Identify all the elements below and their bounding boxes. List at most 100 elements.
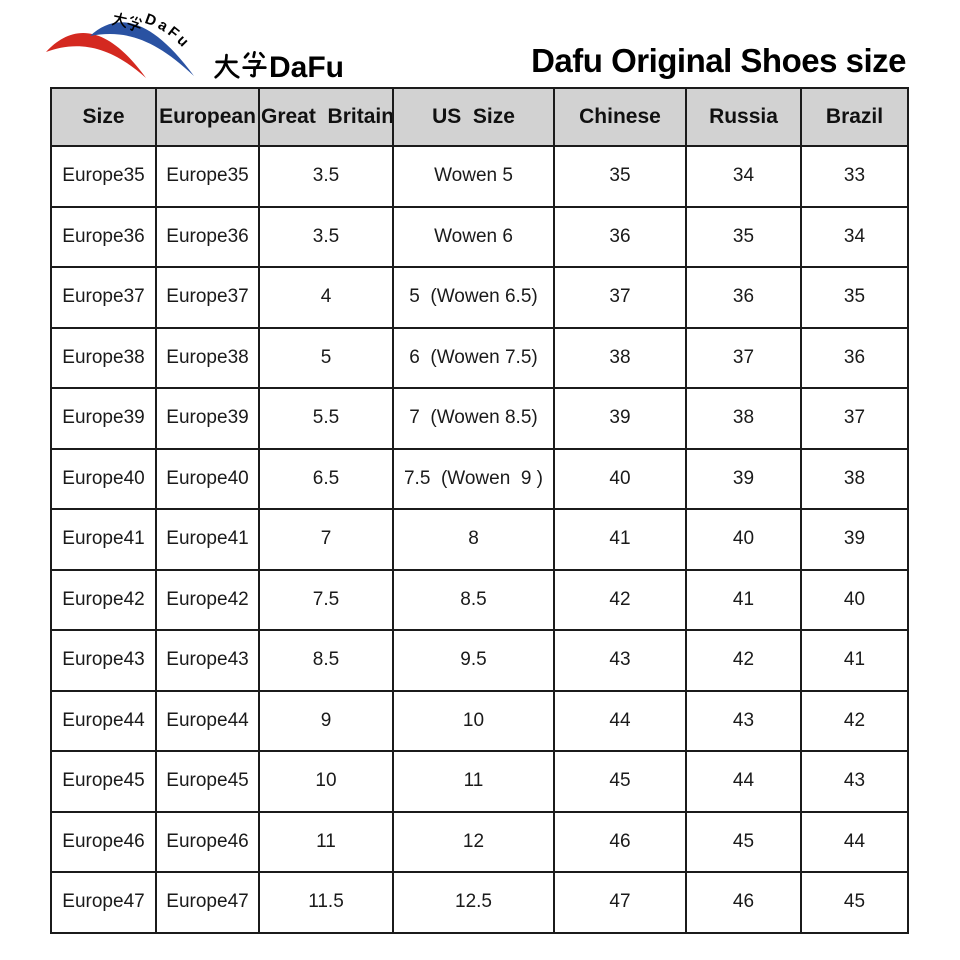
table-cell: 38 — [800, 447, 909, 510]
table-cell: 42 — [553, 568, 687, 631]
table-cell: 8.5 — [258, 629, 394, 692]
table-cell: Europe44 — [50, 689, 157, 752]
table-cell: Europe38 — [50, 326, 157, 389]
table-cell: 9 — [258, 689, 394, 752]
table-cell: 12 — [392, 810, 555, 873]
table-cell: Europe40 — [155, 447, 260, 510]
table-cell: 40 — [685, 508, 802, 571]
table-cell: 41 — [553, 508, 687, 571]
table-cell: 36 — [685, 266, 802, 329]
table-row: Europe35 Europe35 3.5 Wowen 5 35 34 33 — [50, 145, 909, 208]
table-cell: Europe41 — [155, 508, 260, 571]
table-row: Europe42 Europe42 7.5 8.5 42 41 40 — [50, 568, 909, 631]
table-cell: Europe37 — [50, 266, 157, 329]
table-cell: 36 — [800, 326, 909, 389]
dafu-logo: DaFu — [46, 10, 194, 78]
table-cell: 46 — [553, 810, 687, 873]
table-row: Europe47 Europe47 11.5 12.5 47 46 45 — [50, 871, 909, 934]
table-cell: 11.5 — [258, 871, 394, 934]
table-cell: Europe37 — [155, 266, 260, 329]
table-cell: 7.5 — [258, 568, 394, 631]
table-row: Europe44 Europe44 9 10 44 43 42 — [50, 689, 909, 752]
table-cell: 34 — [800, 205, 909, 268]
table-cell: 43 — [800, 750, 909, 813]
column-header-1: Size — [50, 87, 157, 147]
table-cell: 44 — [553, 689, 687, 752]
size-table: Size European Great Britain US Size Chinese R… — [50, 87, 909, 934]
table-cell: Wowen 5 — [392, 145, 555, 208]
table-cell: 35 — [800, 266, 909, 329]
table-cell: Europe47 — [155, 871, 260, 934]
table-cell: Europe38 — [155, 326, 260, 389]
table-cell: 9.5 — [392, 629, 555, 692]
table-cell: 6.5 — [258, 447, 394, 510]
table-cell: 37 — [553, 266, 687, 329]
table-cell: Europe35 — [50, 145, 157, 208]
table-cell: Europe44 — [155, 689, 260, 752]
table-row: Europe40 Europe40 6.5 7.5 (Wowen 9 ) 40 39 38 — [50, 447, 909, 510]
table-cell: 39 — [553, 387, 687, 450]
table-cell: 7 — [258, 508, 394, 571]
table-header: Size European Great Britain US Size Chinese R… — [50, 87, 909, 147]
table-cell: 33 — [800, 145, 909, 208]
table-cell: 10 — [392, 689, 555, 752]
table-cell: 3.5 — [258, 205, 394, 268]
brand-char-fu — [242, 50, 267, 78]
table-cell: 34 — [685, 145, 802, 208]
table-cell: 36 — [553, 205, 687, 268]
table-cell: Europe45 — [50, 750, 157, 813]
table-cell: 7 (Wowen 8.5) — [392, 387, 555, 450]
table-cell: 47 — [553, 871, 687, 934]
brand-latin-text: DaFu — [269, 51, 344, 84]
table-row: Europe37 Europe37 4 5 (Wowen 6.5) 37 36 35 — [50, 266, 909, 329]
table-cell: 35 — [553, 145, 687, 208]
table-cell: 11 — [258, 810, 394, 873]
table-cell: 8 — [392, 508, 555, 571]
column-header-2: European — [155, 87, 260, 147]
table-body: Europe35 Europe35 3.5 Wowen 5 35 34 33 Europe36… — [50, 145, 909, 934]
table-cell: 39 — [685, 447, 802, 510]
logo-swoosh-blue — [90, 22, 194, 77]
table-cell: Europe35 — [155, 145, 260, 208]
table-cell: Europe36 — [50, 205, 157, 268]
table-cell: 10 — [258, 750, 394, 813]
table-cell: 41 — [800, 629, 909, 692]
table-cell: Europe40 — [50, 447, 157, 510]
table-row: Europe46 Europe46 11 12 46 45 44 — [50, 810, 909, 873]
table-cell: 6 (Wowen 7.5) — [392, 326, 555, 389]
column-header-6: Russia — [685, 87, 802, 147]
table-cell: Wowen 6 — [392, 205, 555, 268]
table-cell: 8.5 — [392, 568, 555, 631]
table-row: Europe43 Europe43 8.5 9.5 43 42 41 — [50, 629, 909, 692]
column-header-7: Brazil — [800, 87, 909, 147]
table-cell: 44 — [685, 750, 802, 813]
table-cell: Europe36 — [155, 205, 260, 268]
table-cell: 37 — [685, 326, 802, 389]
table-row: Europe39 Europe39 5.5 7 (Wowen 8.5) 39 38 37 — [50, 387, 909, 450]
table-cell: 40 — [800, 568, 909, 631]
table-cell: 44 — [800, 810, 909, 873]
table-cell: 39 — [800, 508, 909, 571]
table-cell: 7.5 (Wowen 9 ) — [392, 447, 555, 510]
table-cell: Europe39 — [155, 387, 260, 450]
table-cell: 35 — [685, 205, 802, 268]
header-row: Size European Great Britain US Size Chinese R… — [50, 87, 909, 147]
table-cell: Europe42 — [50, 568, 157, 631]
table-cell: 11 — [392, 750, 555, 813]
column-header-3: Great Britain — [258, 87, 394, 147]
table-cell: 43 — [685, 689, 802, 752]
table-cell: Europe46 — [50, 810, 157, 873]
table-row: Europe45 Europe45 10 11 45 44 43 — [50, 750, 909, 813]
table-cell: 12.5 — [392, 871, 555, 934]
table-cell: Europe43 — [155, 629, 260, 692]
table-cell: 38 — [685, 387, 802, 450]
page-title: Dafu Original Shoes size — [531, 42, 906, 79]
table-row: Europe36 Europe36 3.5 Wowen 6 36 35 34 — [50, 205, 909, 268]
table-cell: 45 — [800, 871, 909, 934]
table-cell: Europe39 — [50, 387, 157, 450]
logo-swoosh-red — [46, 33, 146, 78]
table-cell: Europe43 — [50, 629, 157, 692]
table-cell: Europe46 — [155, 810, 260, 873]
table-cell: 38 — [553, 326, 687, 389]
